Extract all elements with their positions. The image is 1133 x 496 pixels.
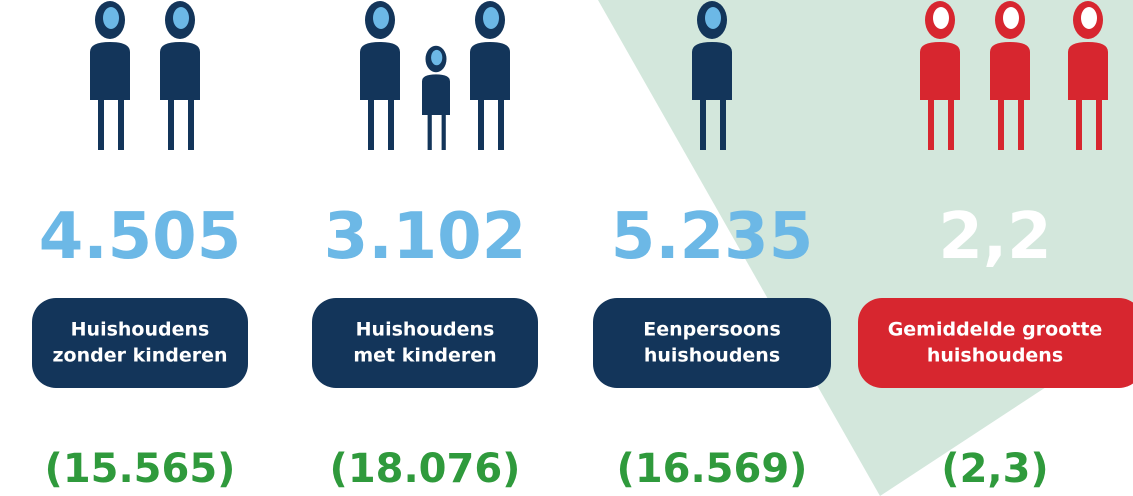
key-number: 4.505 — [39, 200, 241, 274]
label-box — [858, 298, 1133, 388]
comparison-number: (2,3) — [941, 446, 1048, 492]
person-icon — [422, 45, 450, 151]
label-line: huishoudens — [927, 345, 1063, 367]
label-line: zonder kinderen — [52, 345, 227, 367]
label-line: Eenpersoons — [643, 319, 781, 341]
label-box — [312, 298, 538, 388]
items: 4.505 Huishoudens zonder kinderen (15.565) 3… — [32, 200, 1133, 492]
label-box — [32, 298, 248, 388]
comparison-number: (15.565) — [45, 446, 236, 492]
person-icon — [360, 1, 400, 150]
label-line: Huishoudens — [356, 319, 495, 341]
person-icon — [470, 1, 510, 150]
key-number: 3.102 — [324, 200, 526, 274]
person-icon — [90, 1, 130, 150]
comparison-number: (18.076) — [330, 446, 521, 492]
key-number: 5.235 — [611, 200, 813, 274]
key-number: 2,2 — [938, 200, 1051, 274]
label-line: Huishoudens — [71, 319, 210, 341]
label-line: huishoudens — [644, 345, 780, 367]
comparison-number: (16.569) — [617, 446, 808, 492]
label-box — [593, 298, 831, 388]
person-icon — [160, 1, 200, 150]
label-line: Gemiddelde grootte — [888, 319, 1103, 341]
label-line: met kinderen — [353, 345, 496, 367]
